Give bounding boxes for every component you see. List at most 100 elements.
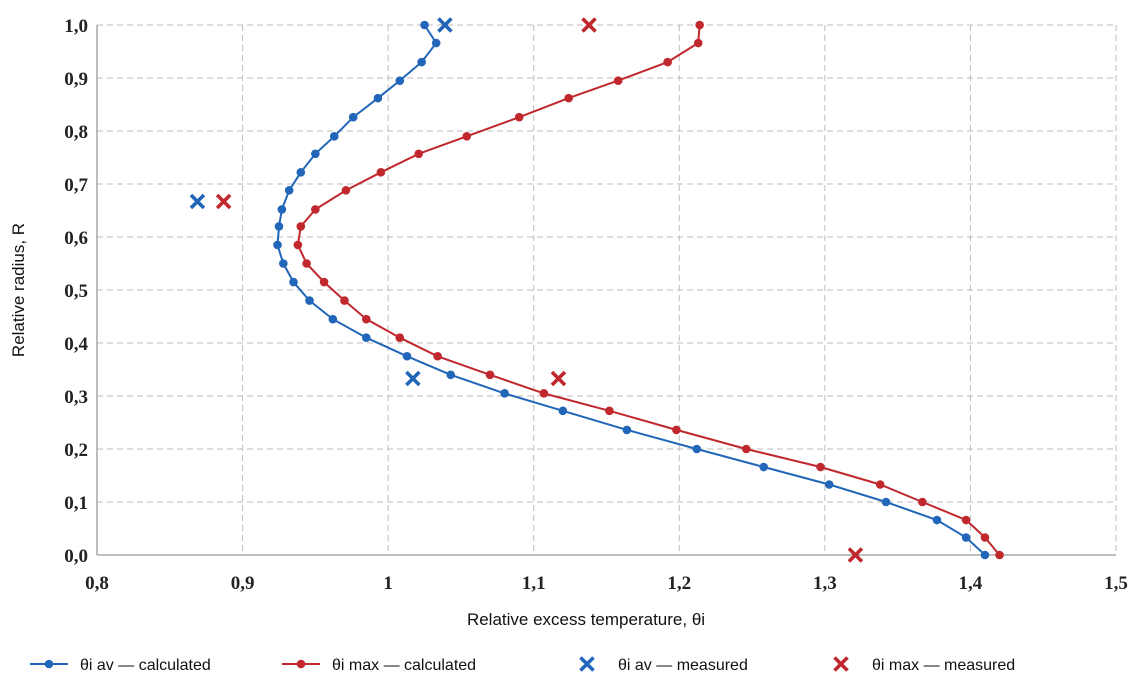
data-point (311, 149, 320, 159)
data-point (402, 351, 412, 361)
y-tick-label: 0,2 (64, 440, 88, 461)
x-tick-label: 0,8 (85, 573, 109, 594)
data-point (741, 444, 751, 454)
y-tick-label: 1,0 (64, 16, 88, 37)
data-point (420, 20, 429, 30)
data-point (693, 38, 703, 48)
data-point (759, 462, 769, 472)
data-point (311, 205, 320, 214)
y-tick-labels: 0,0 0,1 0,2 0,3 0,4 0,5 0,6 0,7 0,8 0,9 1,0 (64, 16, 88, 567)
data-point (622, 425, 632, 435)
data-point-cross (550, 370, 567, 387)
legend-label: θi av — calculated (80, 657, 211, 674)
y-tick-label: 0,6 (64, 228, 88, 249)
series (189, 17, 1004, 563)
data-point (918, 497, 927, 507)
data-point (341, 186, 351, 195)
data-point (417, 57, 426, 67)
y-tick-label: 0,3 (64, 387, 88, 408)
data-point (980, 550, 990, 560)
legend-label: θi av — measured (618, 657, 748, 674)
axes (96, 25, 1116, 556)
legend-item-3: θi max — measured (833, 656, 1015, 674)
x-tick-label: 1,3 (813, 573, 837, 594)
x-tick-label: 1,5 (1104, 573, 1128, 594)
data-point (296, 222, 306, 231)
data-point-cross (215, 193, 232, 210)
data-point (485, 370, 495, 380)
data-point (961, 515, 971, 525)
legend-item-1: θi max — calculated (282, 657, 476, 674)
data-point (395, 76, 405, 85)
y-tick-label: 0,9 (64, 69, 88, 90)
data-point (302, 259, 311, 268)
x-tick-label: 0,9 (231, 573, 255, 594)
data-point (692, 444, 702, 454)
data-point (824, 480, 834, 489)
data-point (539, 389, 549, 398)
data-point (328, 314, 338, 324)
y-tick-label: 0,5 (64, 281, 88, 302)
data-point (932, 515, 942, 525)
data-point (395, 333, 405, 343)
data-point (414, 149, 424, 159)
data-point (277, 205, 287, 214)
x-axis-title: Relative excess temperature, θi (467, 610, 705, 629)
series-1 (293, 20, 1004, 560)
legend-item-0: θi av — calculated (30, 657, 211, 674)
series-0 (273, 20, 990, 560)
data-point (274, 222, 284, 231)
x-tick-label: 1,4 (959, 573, 983, 594)
data-point (362, 314, 371, 324)
data-point (446, 370, 456, 380)
data-point-cross (581, 17, 597, 33)
data-point (329, 132, 339, 141)
data-point (961, 533, 971, 542)
y-tick-label: 0,1 (64, 493, 88, 514)
x-tick-label: 1,1 (522, 573, 546, 594)
series-2 (189, 17, 453, 387)
x-tick-label: 1,2 (667, 573, 691, 594)
data-point-cross (405, 370, 421, 387)
legend: θi av — calculated θi max — calculated θi … (30, 656, 1015, 674)
legend-marker (833, 656, 849, 672)
data-point (373, 93, 383, 103)
grid (97, 24, 1117, 555)
x-tick-labels: 0,8 0,9 1 1,1 1,2 1,3 1,4 1,5 (85, 573, 1128, 594)
data-point (514, 112, 524, 122)
legend-marker (296, 659, 306, 669)
legend-item-2: θi av — measured (579, 656, 748, 674)
series-line (276, 24, 986, 556)
data-point (340, 296, 349, 305)
y-tick-label: 0,8 (64, 122, 88, 143)
data-point (695, 20, 704, 30)
data-point (672, 425, 681, 435)
data-point (875, 480, 885, 489)
data-point (431, 38, 441, 48)
data-point (462, 132, 472, 141)
legend-marker (579, 656, 595, 672)
data-point (558, 406, 568, 416)
data-point-cross (847, 547, 864, 563)
data-point (293, 240, 303, 250)
data-point (995, 550, 1004, 560)
data-point (362, 333, 371, 343)
data-point (376, 168, 386, 177)
y-tick-label: 0,7 (64, 175, 88, 196)
data-point-cross (189, 193, 206, 210)
y-tick-label: 0,4 (64, 334, 88, 355)
y-tick-label: 0,0 (64, 546, 88, 567)
legend-label: θi max — measured (872, 657, 1015, 674)
data-point (663, 57, 672, 67)
data-point (279, 259, 288, 268)
data-point-cross (437, 17, 453, 33)
data-point (284, 186, 294, 195)
data-point (564, 93, 573, 103)
data-point (289, 277, 298, 287)
data-point (605, 406, 614, 416)
legend-marker (44, 659, 54, 669)
data-point (500, 389, 509, 398)
data-point (296, 168, 306, 177)
data-point (273, 240, 282, 250)
